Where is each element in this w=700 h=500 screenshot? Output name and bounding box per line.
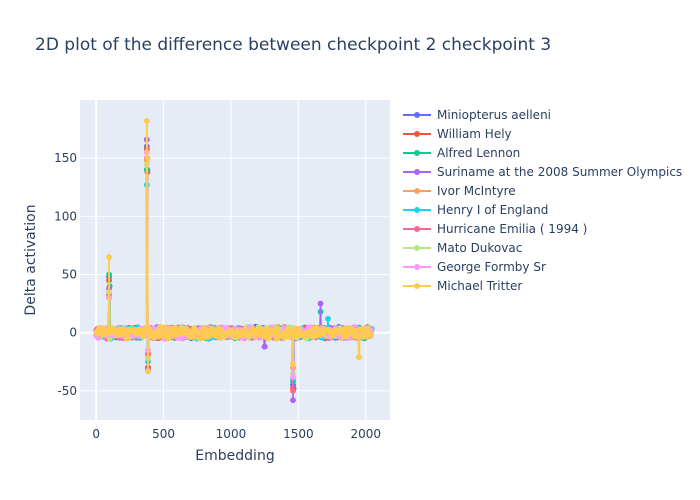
legend-label: Michael Tritter [437,279,522,293]
legend-item[interactable]: Ivor McIntyre [403,184,516,198]
legend-marker [414,131,420,137]
x-tick-label: 1500 [283,427,314,441]
y-tick-label: -50 [57,384,77,398]
y-tick-label: 150 [54,151,77,165]
legend-item[interactable]: Alfred Lennon [403,146,520,160]
chart-title: 2D plot of the difference between checkp… [35,35,551,55]
data-point [292,328,298,335]
x-tick-label: 1000 [216,427,247,441]
data-point [290,388,296,394]
legend-marker [414,245,420,251]
data-point [95,335,102,341]
y-tick-label: 50 [62,268,77,282]
legend-marker [414,264,420,270]
legend: Miniopterus aelleni William Hely Alfred Le… [403,108,682,293]
data-point [349,326,356,333]
data-point [262,343,268,350]
data-point [162,324,168,331]
y-tick-label: 100 [54,209,77,223]
legend-label: Henry I of England [437,203,548,217]
data-point [205,334,212,340]
legend-marker [414,112,420,118]
data-point [290,397,296,404]
x-axis-title: Embedding [195,448,274,464]
legend-label: Alfred Lennon [437,146,520,160]
data-point [106,254,112,260]
legend-label: Hurricane Emilia ( 1994 ) [437,222,587,236]
legend-label: Ivor McIntyre [437,184,516,198]
legend-marker [414,226,420,232]
data-point [273,336,280,342]
data-point [125,335,131,342]
series-lines [93,118,375,404]
legend-label: Miniopterus aelleni [437,108,551,122]
legend-item[interactable]: George Formby Sr [403,260,546,274]
data-point [308,327,315,333]
data-point [356,354,363,361]
x-tick-label: 2000 [350,427,381,441]
data-point [344,333,350,339]
data-point [274,325,281,332]
data-point [317,300,324,307]
data-point [158,324,164,330]
legend-label: George Formby Sr [437,260,546,274]
data-point [165,335,172,342]
legend-label: Suriname at the 2008 Summer Olympics [437,165,682,179]
data-point [140,334,146,340]
data-point [258,326,264,332]
legend-item[interactable]: Michael Tritter [403,279,522,293]
y-axis-title: Delta activation [23,204,39,315]
legend-marker [414,188,420,194]
tick-labels: 0 500 1000 1500 2000 -50 0 50 100 150 [54,151,381,441]
data-point [317,332,323,339]
legend-marker [414,169,420,175]
data-point [290,374,296,380]
legend-item[interactable]: William Hely [403,127,512,141]
data-point [296,325,303,332]
data-point [198,335,204,342]
data-point [144,155,151,161]
legend-marker [414,283,420,289]
data-point [325,316,331,322]
legend-marker [414,207,420,213]
legend-marker [414,150,420,156]
legend-item[interactable]: Mato Dukovac [403,241,522,255]
x-tick-label: 0 [92,427,100,441]
legend-item[interactable]: Hurricane Emilia ( 1994 ) [403,222,587,236]
x-tick-label: 500 [152,427,175,441]
legend-item[interactable]: Miniopterus aelleni [403,108,551,122]
data-point [290,361,296,367]
legend-label: William Hely [437,127,512,141]
series-9[interactable] [93,118,374,374]
legend-item[interactable]: Suriname at the 2008 Summer Olympics [403,165,682,179]
plot-area[interactable] [80,100,390,420]
y-tick-label: 0 [69,326,77,340]
data-point [144,118,150,124]
legend-item[interactable]: Henry I of England [403,203,548,217]
data-point [368,332,374,339]
legend-label: Mato Dukovac [437,241,522,255]
data-point [145,368,151,374]
